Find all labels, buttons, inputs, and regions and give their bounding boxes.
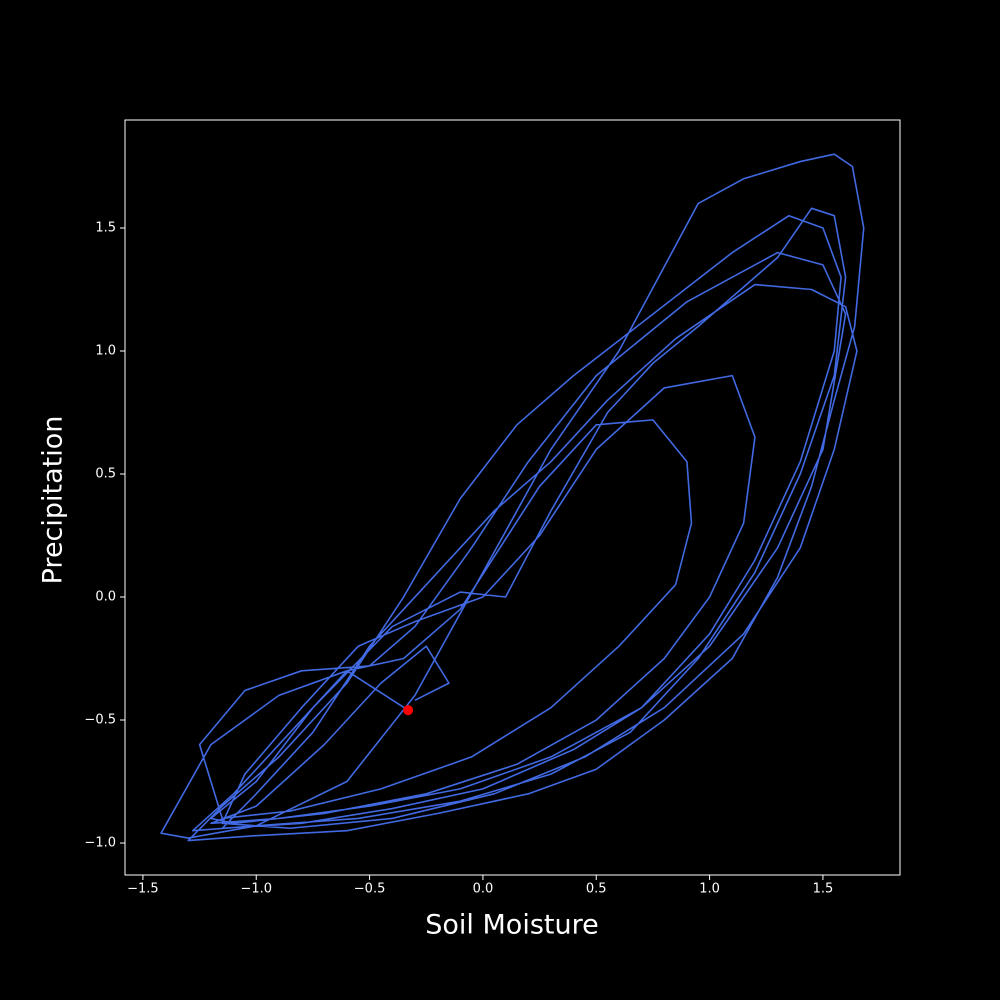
y-axis-label: Precipitation bbox=[38, 416, 69, 585]
trajectory-line bbox=[160, 153, 865, 842]
y-tick-label: 1.0 bbox=[95, 344, 116, 359]
y-tick-label: 0.0 bbox=[95, 590, 116, 605]
x-tick-label: −1.5 bbox=[127, 882, 159, 897]
y-tick-label: 1.5 bbox=[95, 220, 116, 235]
x-axis-label: Soil Moisture bbox=[425, 910, 598, 941]
x-tick-label: 0.5 bbox=[586, 882, 607, 897]
y-tick-label: 0.5 bbox=[95, 467, 116, 482]
y-tick-label: −1.0 bbox=[84, 836, 116, 851]
point bbox=[403, 705, 414, 716]
x-tick-label: 1.5 bbox=[813, 882, 834, 897]
x-tick-label: 1.0 bbox=[699, 882, 720, 897]
plot-frame bbox=[124, 119, 901, 876]
y-tick-label: −0.5 bbox=[84, 713, 116, 728]
x-tick-label: −0.5 bbox=[354, 882, 386, 897]
x-tick-label: 0.0 bbox=[473, 882, 494, 897]
x-tick-label: −1.0 bbox=[240, 882, 272, 897]
